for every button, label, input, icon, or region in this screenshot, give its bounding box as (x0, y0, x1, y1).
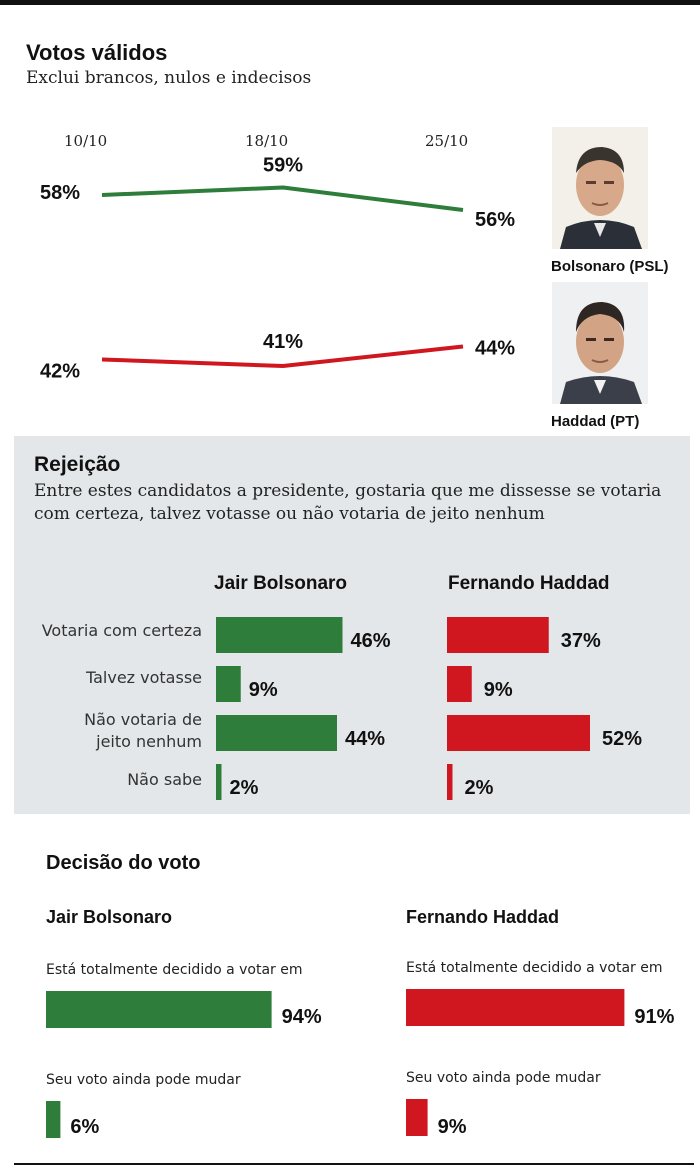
data-label: 46% (351, 630, 391, 652)
data-label: 44% (345, 728, 385, 750)
haddad-portrait-icon (552, 282, 648, 404)
bolsonaro-label: Bolsonaro (PSL) (551, 258, 669, 275)
series-line-haddad (101, 344, 464, 368)
decision-bar-chart: 94% 6% 91% 9% (46, 989, 675, 1138)
data-label: 37% (561, 630, 601, 652)
rejection-bar (447, 715, 590, 751)
rejection-bar (447, 617, 549, 653)
date-tick-label: 18/10 (245, 132, 288, 150)
bolsonaro-photo (552, 127, 648, 249)
data-label: 52% (602, 728, 642, 750)
date-tick-label: 10/10 (64, 132, 107, 150)
data-label: 44% (475, 338, 515, 360)
rejection-bar (216, 715, 337, 751)
date-tick-label: 25/10 (425, 132, 468, 150)
decision-col-bolsonaro: Jair Bolsonaro (46, 907, 173, 927)
haddad-label: Haddad (PT) (551, 413, 640, 430)
rejection-bar (216, 666, 241, 702)
data-label: 41% (263, 331, 303, 353)
rejection-row-label: Votaria com certeza (41, 621, 202, 640)
decision-col-haddad: Fernando Haddad (406, 907, 560, 927)
series-line-bolsonaro (101, 185, 464, 212)
rejection-subtitle: Entre estes candidatos a presidente, gos… (34, 481, 662, 524)
data-label: 58% (40, 182, 80, 204)
rejection-bar (216, 617, 343, 653)
data-label: 94% (282, 1006, 322, 1028)
rejection-title: Rejeição (34, 453, 121, 476)
rejection-bar (447, 764, 453, 800)
rejection-row-label: Não votaria de jeito nenhum (84, 710, 202, 751)
decision-label-decided: Está totalmente decidido a votar em (46, 962, 303, 978)
haddad-photo (552, 282, 648, 404)
decision-label-may-change: Seu voto ainda pode mudar (46, 1072, 241, 1088)
data-label: 9% (438, 1116, 467, 1138)
rejection-col-haddad: Fernando Haddad (448, 573, 610, 594)
page-title: Votos válidos (26, 40, 168, 65)
rejection-bar (216, 764, 222, 800)
rejection-bar-chart: 46% 9% 44% 2% 37% 9% 52% 2% (216, 617, 642, 800)
rejection-row-label: Talvez votasse (85, 668, 202, 687)
top-rule (0, 0, 700, 5)
data-label: 56% (475, 209, 515, 231)
data-label: 2% (465, 777, 494, 799)
decision-bar (406, 989, 625, 1026)
rejection-bar (447, 666, 472, 702)
decision-bar (406, 1099, 428, 1136)
trend-line-chart: 10/10 18/10 25/10 58% 59% 56% 42% 41% 44% (40, 132, 515, 383)
data-label: 2% (230, 777, 259, 799)
decision-bar (46, 991, 272, 1028)
page-subtitle: Exclui brancos, nulos e indecisos (26, 68, 312, 88)
decision-label-may-change: Seu voto ainda pode mudar (406, 1070, 601, 1086)
decision-title: Decisão do voto (46, 852, 201, 874)
data-label: 59% (263, 155, 303, 177)
data-label: 9% (484, 679, 513, 701)
data-label: 6% (70, 1116, 99, 1138)
rejection-col-bolsonaro: Jair Bolsonaro (214, 573, 348, 594)
data-label: 9% (249, 679, 278, 701)
data-label: 91% (634, 1006, 674, 1028)
data-label: 42% (40, 361, 80, 383)
bottom-rule (14, 1163, 694, 1165)
rejection-row-label: Não sabe (127, 770, 202, 789)
bolsonaro-portrait-icon (552, 127, 648, 249)
decision-label-decided: Está totalmente decidido a votar em (406, 960, 663, 976)
decision-bar (46, 1101, 61, 1138)
